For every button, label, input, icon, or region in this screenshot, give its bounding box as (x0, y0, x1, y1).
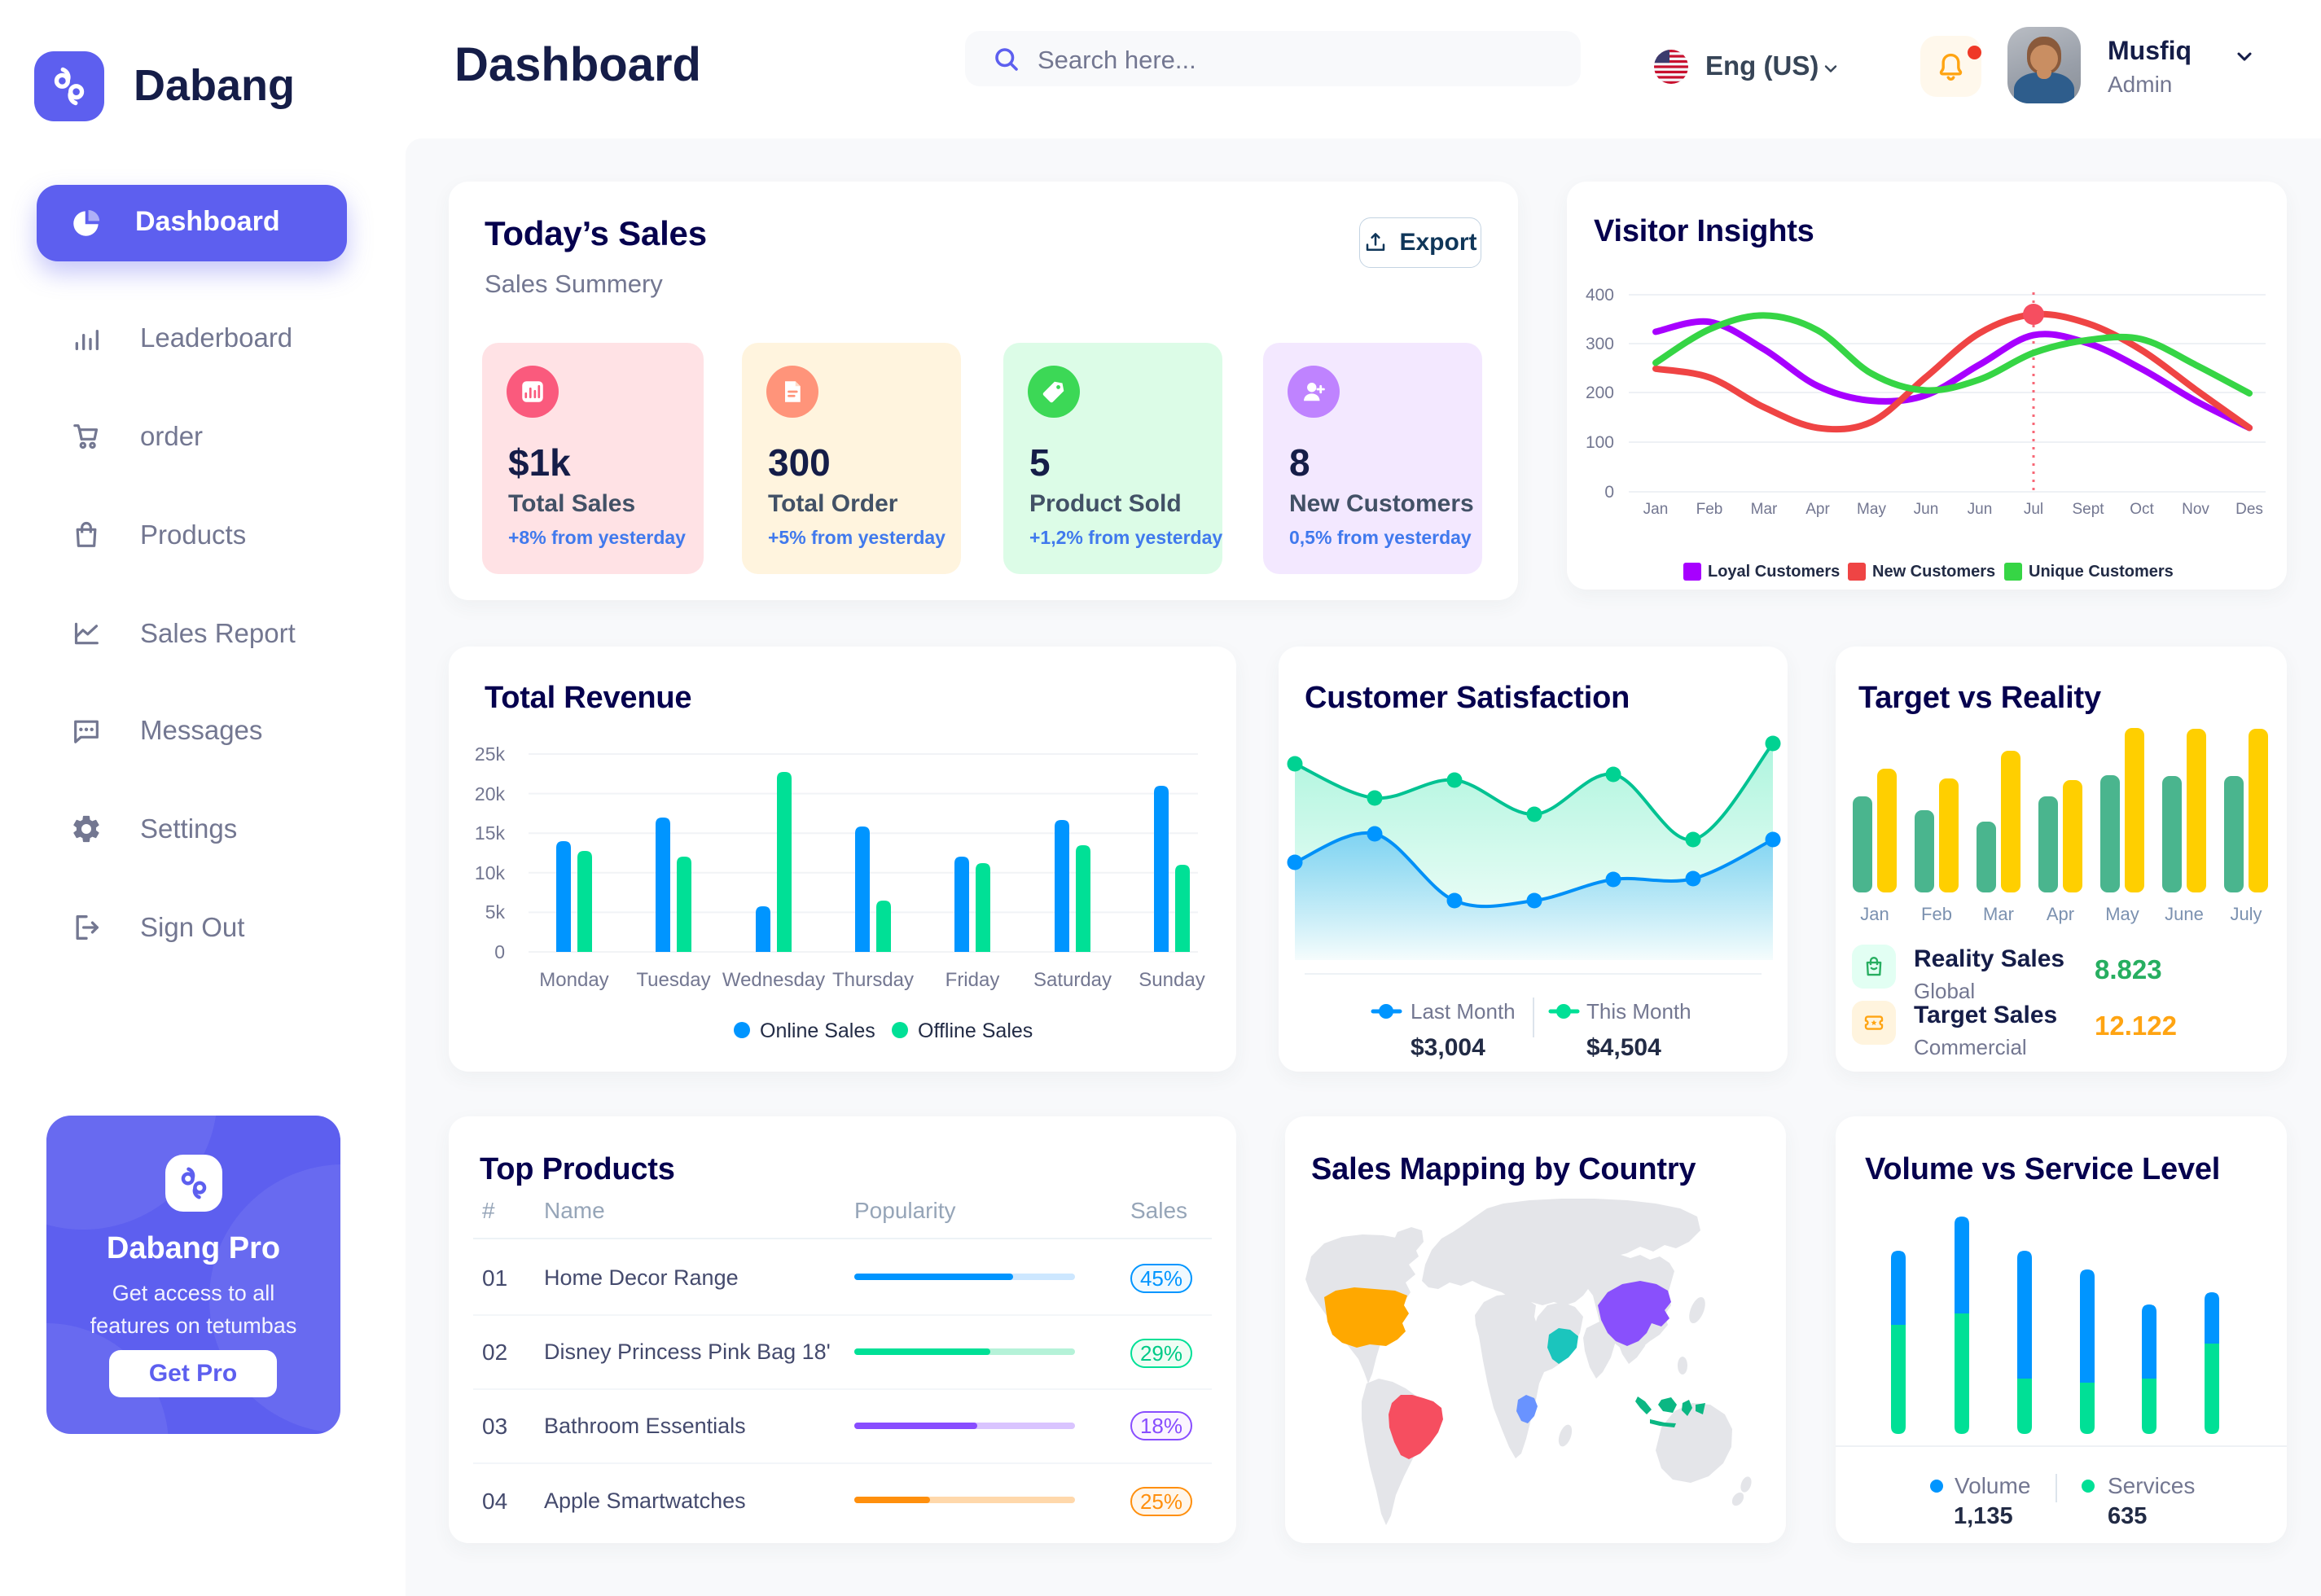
svg-text:Nov: Nov (2182, 501, 2209, 518)
svg-text:Jun: Jun (1914, 501, 1939, 518)
svg-text:Jul: Jul (2024, 501, 2043, 518)
svg-text:15k: 15k (475, 822, 506, 844)
svg-text:200: 200 (1586, 384, 1614, 402)
svg-text:July: July (2230, 904, 2262, 924)
svg-text:100: 100 (1586, 433, 1614, 452)
svg-text:Last Month: Last Month (1411, 999, 1516, 1024)
svg-text:Services: Services (2108, 1473, 2195, 1498)
svg-text:$3,004: $3,004 (1411, 1034, 1485, 1061)
svg-text:Online Sales: Online Sales (760, 1019, 875, 1042)
svg-text:New Customers: New Customers (1872, 563, 1995, 581)
svg-text:0: 0 (1604, 483, 1614, 502)
svg-text:Des: Des (2235, 501, 2263, 518)
svg-text:635: 635 (2108, 1503, 2147, 1529)
svg-text:Saturday: Saturday (1033, 969, 1112, 991)
svg-text:Mar: Mar (1751, 501, 1778, 518)
svg-text:25k: 25k (475, 743, 506, 765)
svg-text:400: 400 (1586, 286, 1614, 305)
svg-text:Volume: Volume (1955, 1473, 2030, 1498)
svg-text:Jun: Jun (1968, 501, 1993, 518)
svg-text:May: May (2105, 904, 2139, 924)
svg-text:1,135: 1,135 (1954, 1503, 2013, 1529)
svg-text:Wednesday: Wednesday (722, 969, 825, 991)
svg-text:300: 300 (1586, 335, 1614, 353)
svg-text:Sept: Sept (2072, 501, 2104, 518)
svg-text:Unique Customers: Unique Customers (2029, 563, 2174, 581)
svg-text:5k: 5k (485, 901, 506, 923)
svg-text:June: June (2165, 904, 2204, 924)
svg-text:Feb: Feb (1696, 501, 1723, 518)
svg-text:10k: 10k (475, 862, 506, 884)
svg-text:Monday: Monday (539, 969, 608, 991)
svg-text:Tuesday: Tuesday (636, 969, 710, 991)
svg-text:Jan: Jan (1643, 501, 1669, 518)
svg-text:Feb: Feb (1921, 904, 1952, 924)
svg-text:$4,504: $4,504 (1586, 1034, 1661, 1061)
svg-text:Jan: Jan (1860, 904, 1889, 924)
svg-text:Offline Sales: Offline Sales (918, 1019, 1033, 1042)
svg-text:20k: 20k (475, 783, 506, 805)
svg-text:May: May (1857, 501, 1886, 518)
svg-text:This Month: This Month (1586, 999, 1691, 1024)
svg-text:Thursday: Thursday (832, 969, 914, 991)
svg-text:Mar: Mar (1983, 904, 2014, 924)
svg-text:Sunday: Sunday (1139, 969, 1204, 991)
svg-text:Oct: Oct (2130, 501, 2154, 518)
svg-text:0: 0 (494, 941, 505, 962)
svg-text:Loyal Customers: Loyal Customers (1708, 563, 1840, 581)
svg-text:Friday: Friday (946, 969, 1000, 991)
svg-text:Apr: Apr (1805, 501, 1830, 518)
svg-text:Apr: Apr (2047, 904, 2074, 924)
